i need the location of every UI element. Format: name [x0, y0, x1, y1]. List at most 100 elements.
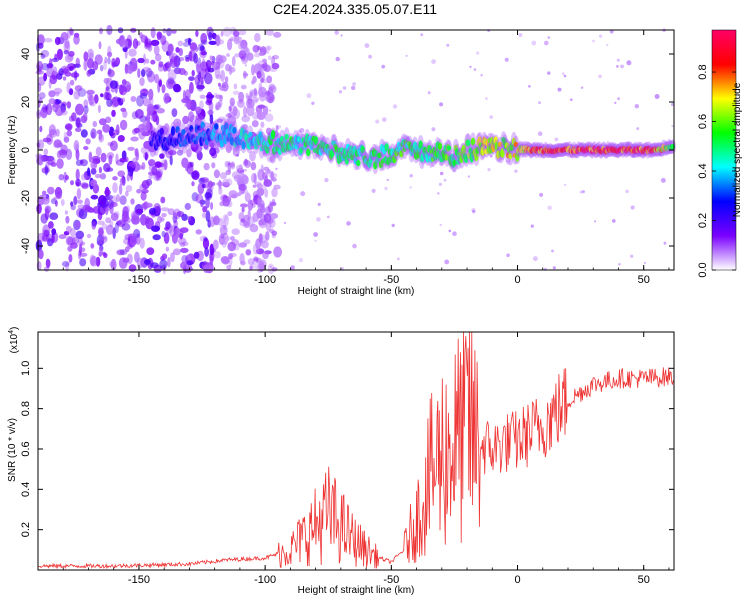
spectrogram-cell [467, 175, 470, 178]
spectrogram-cell [181, 128, 186, 135]
spectrogram-cell [86, 57, 94, 69]
spectrogram-cell [148, 159, 156, 167]
spectrogram-cell [98, 118, 107, 126]
spectrogram-cell [108, 154, 113, 165]
spectrogram-cell [277, 124, 282, 129]
spectrogram-cell [126, 64, 134, 74]
spectrogram-cell [180, 247, 189, 253]
spectrogram-cell [299, 146, 304, 154]
spectrogram-cell [240, 84, 247, 90]
spectrogram-cell [203, 264, 210, 273]
spectrogram-cell [439, 102, 444, 107]
spectrogram-cell [66, 101, 72, 109]
spectrogram-cell [252, 184, 257, 188]
spectrogram-cell [178, 142, 184, 148]
spectrogram-cell [670, 102, 675, 107]
spectrogram-cell [164, 226, 170, 231]
spectrogram-cell [116, 249, 125, 256]
spectrogram-cell [183, 261, 187, 269]
spectrogram-cell [231, 56, 236, 67]
spectrogram-cell [70, 242, 78, 249]
spectrogram-cell [160, 217, 165, 222]
spectrogram-cell [63, 40, 71, 53]
spectrogram-cell [100, 152, 107, 163]
spectrogram-cell [431, 59, 436, 64]
spectrogram-cell [505, 160, 509, 163]
spectrogram-cell [236, 192, 242, 197]
spectrogram-cell [470, 137, 476, 146]
spectrogram-cell [182, 115, 190, 125]
spectrogram-cell [222, 214, 228, 222]
spectrogram-cell [452, 159, 457, 166]
spectrogram-cell [258, 86, 267, 98]
spectrogram-cell [487, 168, 491, 172]
spectrogram-cell [153, 44, 160, 56]
spectrogram-cell [69, 79, 75, 86]
spectrogram-cell [176, 136, 181, 145]
spectrogram-cell [265, 95, 269, 102]
spectrogram-cell [195, 30, 199, 37]
spectrogram-cell [671, 124, 674, 128]
spectrogram-cell [157, 81, 161, 93]
spectrogram-cell [564, 183, 567, 187]
spectrogram-cell [489, 115, 494, 119]
colorbar-gradient [711, 29, 737, 271]
spectrogram-cell [269, 201, 277, 207]
spectrogram-cell [195, 113, 203, 121]
spectrogram-cell [230, 136, 235, 146]
spectrogram-cell [298, 258, 303, 263]
spectrogram-cell [63, 136, 70, 143]
spectrogram-cell [56, 158, 64, 169]
spectrogram-cell [219, 224, 228, 236]
spectrogram-cell [390, 148, 395, 157]
snr-ticks: -150 -100 -50 0 50 0.2 0.4 0.6 0.8 1.0 [20, 332, 674, 586]
spectrogram-cell [173, 83, 181, 93]
spectrogram-cell [66, 82, 71, 94]
spectrogram-cell [176, 149, 184, 156]
spectrogram-cell [255, 181, 262, 188]
y-tick-label: -40 [20, 238, 32, 254]
spectrogram-cell [271, 177, 277, 182]
spectrogram-cell [644, 261, 646, 264]
spectrogram-cell [83, 146, 89, 150]
spectrogram-cell [204, 247, 210, 257]
spectrogram-cell [129, 233, 138, 246]
spectrogram-cell [42, 224, 51, 237]
spectrogram-cell [189, 125, 194, 133]
spectrogram-cell [141, 180, 150, 190]
spectrogram-cell [392, 154, 397, 164]
spectrogram-cell [272, 54, 279, 60]
spectrogram-cell [101, 223, 108, 230]
spectrogram-cell [47, 159, 54, 166]
spectrogram-cell [654, 94, 660, 99]
spectrogram-cell [475, 146, 480, 154]
spectrogram-cell [82, 204, 91, 213]
colorbar-tick-label: 0.4 [697, 163, 709, 178]
spectrogram-cell [114, 222, 119, 234]
spectrogram-cell [135, 208, 144, 214]
spectrogram-cell [252, 243, 260, 255]
spectrogram-cell [494, 142, 499, 152]
spectrogram-cell [231, 171, 241, 179]
spectrogram-cell [618, 263, 621, 266]
spectrogram-cell [75, 168, 80, 181]
spectrogram-cell [257, 104, 266, 109]
spectrogram-cell [227, 241, 236, 252]
spectrogram-cell [189, 81, 194, 94]
spectrogram-cell [173, 118, 182, 129]
spectrogram-cell [242, 56, 249, 62]
spectrogram-cell [103, 252, 108, 258]
spectrogram-cell [269, 109, 272, 112]
spectrogram-cell [464, 155, 469, 164]
spectrogram-cell [193, 53, 199, 64]
spectrogram-ticks: -150 -100 -50 0 50 -40 -20 0 20 40 [20, 30, 674, 286]
spectrogram-cell [81, 183, 89, 190]
spectrogram-cell [547, 36, 551, 39]
spectrogram-cell [554, 137, 559, 142]
spectrogram-cell [161, 84, 166, 94]
spectrogram-cell [232, 90, 240, 96]
spectrogram-cell [105, 86, 109, 92]
y-tick-label: 0.2 [20, 522, 32, 537]
spectrogram-cell [62, 76, 67, 81]
spectrogram-cell [215, 34, 221, 47]
